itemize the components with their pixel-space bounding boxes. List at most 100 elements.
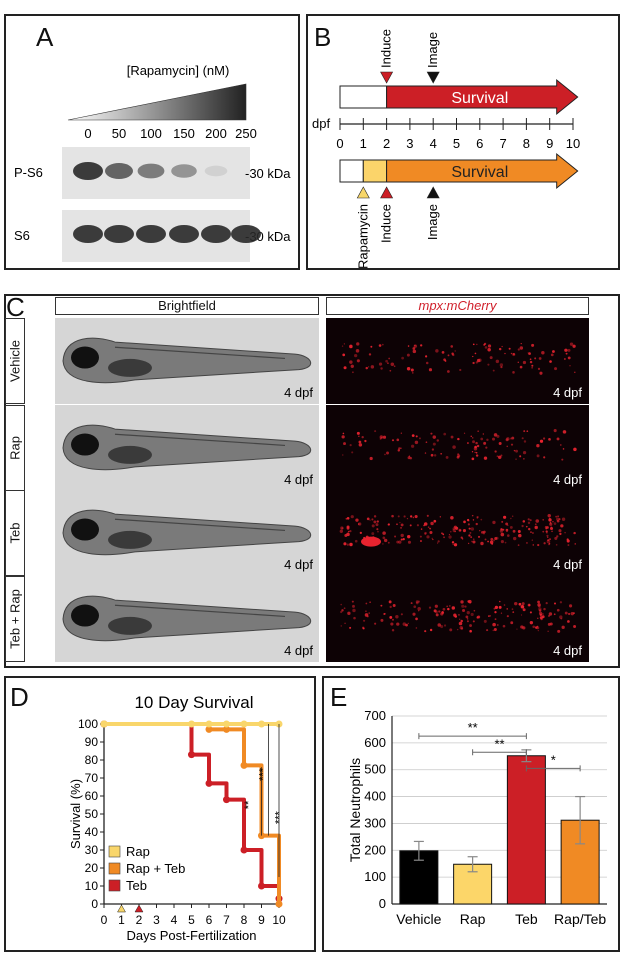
- neutrophil-dot: [549, 526, 554, 531]
- neutrophil-dot: [382, 531, 386, 535]
- neutrophil-dot: [489, 356, 493, 360]
- neutrophil-dot: [476, 444, 480, 448]
- neutrophil-dot: [377, 530, 379, 533]
- neutrophil-dot: [432, 435, 437, 439]
- neutrophil-dot: [370, 345, 373, 348]
- neutrophil-dot: [505, 522, 509, 526]
- neutrophil-dot: [353, 616, 356, 620]
- neutrophil-dot: [486, 438, 489, 442]
- neutrophil-dot: [561, 625, 565, 629]
- x-tick-label: 1: [118, 913, 125, 927]
- neutrophil-dot: [506, 530, 508, 532]
- neutrophil-dot: [512, 371, 515, 374]
- neutrophil-dot: [349, 444, 352, 447]
- neutrophil-dot: [358, 522, 362, 526]
- neutrophil-dot: [493, 628, 497, 632]
- neutrophil-dot: [529, 519, 532, 522]
- neutrophil-dot: [371, 532, 375, 536]
- neutrophil-dot: [356, 431, 360, 435]
- fluorescence-background: [326, 490, 589, 576]
- neutrophil-dot: [415, 435, 418, 438]
- neutrophil-dot: [433, 519, 437, 523]
- treatment-row-text: Teb: [7, 522, 23, 544]
- neutrophil-dot: [373, 520, 377, 524]
- neutrophil-dot: [357, 523, 360, 525]
- dpf-tick-label: 4: [430, 136, 437, 151]
- neutrophil-dot: [469, 624, 472, 627]
- legend-swatch: [108, 845, 121, 858]
- timeline-marker-label: Image: [425, 204, 440, 240]
- neutrophil-dot: [514, 601, 518, 606]
- neutrophil-dot: [510, 621, 514, 625]
- neutrophil-dot: [512, 611, 515, 613]
- neutrophil-dot: [532, 625, 536, 629]
- neutrophil-dot: [398, 540, 402, 544]
- neutrophil-dot: [460, 619, 464, 623]
- neutrophil-dot: [440, 452, 443, 455]
- neutrophil-dot: [472, 361, 475, 365]
- neutrophil-dot: [409, 524, 412, 527]
- neutrophil-dot: [426, 514, 429, 517]
- neutrophil-dot: [498, 442, 502, 446]
- neutrophil-dot: [396, 438, 400, 442]
- neutrophil-dot: [401, 356, 405, 360]
- neutrophil-dot: [523, 458, 525, 460]
- neutrophil-dot: [543, 607, 546, 611]
- neutrophil-dot: [420, 344, 423, 347]
- neutrophil-dot: [441, 532, 443, 535]
- neutrophil-dot: [411, 434, 415, 438]
- neutrophil-dot: [468, 527, 471, 530]
- neutrophil-dot: [459, 529, 462, 532]
- neutrophil-dot: [487, 347, 491, 352]
- neutrophil-dot: [521, 602, 525, 606]
- neutrophil-dot: [392, 618, 394, 621]
- neutrophil-dot: [396, 622, 400, 626]
- neutrophil-dot: [567, 356, 571, 360]
- neutrophil-dot: [468, 534, 471, 537]
- neutrophil-dot: [456, 628, 459, 631]
- timeline-marker-label: Induce: [379, 29, 394, 68]
- blot-band: [104, 225, 134, 243]
- y-tick-label: 10: [85, 879, 99, 893]
- neutrophil-dot: [537, 543, 540, 547]
- neutrophil-dot: [546, 534, 549, 537]
- neutrophil-dot: [470, 536, 473, 539]
- neutrophil-dot: [448, 604, 451, 607]
- neutrophil-dot: [542, 530, 545, 533]
- rapamycin-gradient-label: [Rapamycin] (nM): [127, 63, 230, 78]
- neutrophil-dot: [547, 513, 551, 518]
- survival-point: [223, 720, 230, 728]
- neutrophil-dot: [568, 612, 571, 616]
- neutrophil-dot: [457, 437, 460, 441]
- neutrophil-dot: [356, 342, 360, 346]
- neutrophil-dot: [521, 437, 524, 440]
- neutrophil-dot: [564, 348, 568, 352]
- treatment-row-label: Vehicle: [5, 318, 25, 404]
- neutrophil-dot: [429, 531, 433, 535]
- neutrophil-dot: [475, 454, 479, 457]
- neutrophil-dot: [518, 602, 522, 606]
- neutrophil-dot: [512, 536, 517, 541]
- neutrophil-dot: [466, 618, 469, 620]
- neutrophil-dot: [498, 605, 502, 609]
- larva-eye: [71, 604, 99, 627]
- neutrophil-dot: [549, 522, 553, 526]
- neutrophil-dot: [539, 613, 543, 617]
- neutrophil-dot: [359, 531, 362, 535]
- y-tick-label: 20: [85, 861, 99, 875]
- neutrophil-dot: [453, 543, 458, 547]
- neutrophil-dot: [489, 540, 494, 544]
- neutrophil-dot: [464, 605, 467, 608]
- neutrophil-dot: [537, 603, 541, 607]
- neutrophil-dot: [490, 537, 494, 541]
- y-tick-label: 0: [379, 896, 386, 911]
- neutrophil-dot: [441, 610, 444, 614]
- neutrophil-dot: [551, 530, 553, 533]
- neutrophil-dot: [567, 348, 571, 352]
- neutrophil-dot: [468, 520, 470, 522]
- timeline-marker-label: Rapamycin: [355, 204, 370, 269]
- neutrophil-dot: [546, 539, 551, 544]
- survival-point: [205, 725, 213, 733]
- neutrophil-dot: [554, 367, 558, 371]
- neutrophil-dot: [437, 540, 440, 543]
